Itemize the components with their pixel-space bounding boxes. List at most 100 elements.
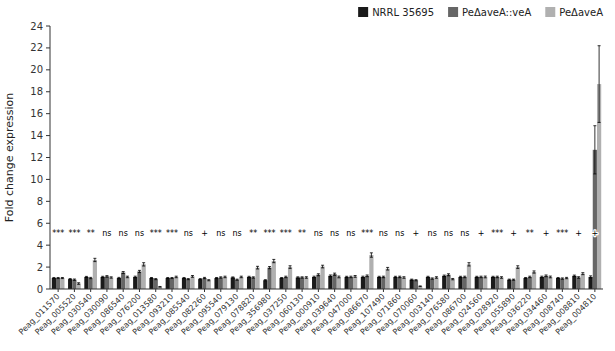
error-bar (484, 276, 487, 278)
x-tick (285, 289, 286, 292)
error-bar (419, 285, 422, 287)
error-bar (508, 279, 511, 280)
error-bar (565, 277, 568, 278)
x-tick (464, 289, 465, 292)
error-bar (561, 278, 564, 279)
bar (202, 278, 206, 289)
significance-label: *** (361, 229, 373, 238)
significance-label: *** (166, 229, 178, 238)
bar (564, 278, 568, 289)
error-bar (313, 276, 316, 278)
bar (121, 273, 125, 289)
bar (154, 279, 158, 289)
error-bar (240, 276, 243, 278)
x-tick (448, 289, 449, 292)
bar (434, 277, 438, 289)
x-tick (334, 289, 335, 292)
error-bar (573, 275, 576, 277)
significance-label: *** (68, 229, 80, 238)
significance-label: ns (119, 229, 128, 238)
error-bar (199, 279, 202, 280)
bar (239, 277, 243, 289)
bar (52, 278, 56, 289)
bar (386, 269, 390, 289)
bar (279, 278, 283, 289)
x-tick (578, 289, 579, 292)
bar (77, 284, 81, 289)
error-bar (540, 276, 543, 278)
y-tick-label: 20 (30, 64, 43, 75)
bar (365, 276, 369, 289)
bar (516, 267, 520, 289)
x-tick (58, 289, 59, 292)
x-tick (302, 289, 303, 292)
bar (446, 275, 450, 289)
y-tick-label: 24 (30, 21, 43, 32)
error-bar (105, 276, 108, 278)
y-tick-label: 18 (30, 86, 43, 97)
bar (190, 276, 194, 289)
bar (451, 279, 455, 289)
error-bar (85, 276, 88, 277)
significance-label: + (413, 229, 420, 238)
error-bar (549, 276, 552, 278)
bar (231, 277, 235, 289)
bar (60, 278, 64, 289)
error-bar (158, 286, 161, 288)
error-bar (512, 279, 515, 280)
error-bar (110, 277, 113, 278)
error-bar (414, 280, 417, 281)
y-tick (46, 289, 50, 290)
error-bar (435, 277, 438, 279)
x-tick (415, 289, 416, 292)
error-bar (122, 272, 125, 274)
error-bar (500, 277, 503, 279)
bar (463, 277, 467, 289)
error-bar (581, 273, 584, 275)
error-bar (219, 277, 222, 278)
error-bar (321, 265, 324, 268)
error-bar (166, 277, 169, 278)
bar (581, 274, 585, 289)
error-bar (69, 279, 72, 280)
significance-label: ns (135, 229, 144, 238)
bar (523, 278, 527, 289)
x-tick (220, 289, 221, 292)
significance-label: ns (184, 229, 193, 238)
x-tick (594, 289, 595, 292)
y-tick (46, 201, 50, 202)
bar (337, 277, 341, 289)
x-tick (188, 289, 189, 292)
significance-label: ns (232, 229, 241, 238)
error-bar (138, 270, 141, 272)
error-bar (61, 277, 64, 278)
error-bar (524, 277, 527, 278)
error-bar (224, 276, 227, 278)
y-tick (46, 179, 50, 180)
bar (377, 277, 381, 289)
bar (410, 280, 414, 289)
error-bar (236, 279, 239, 280)
y-tick (46, 113, 50, 114)
significance-label: *** (264, 229, 276, 238)
error-bar (410, 279, 413, 280)
significance-label: + (478, 229, 485, 238)
error-bar (272, 259, 275, 262)
significance-label: *** (280, 229, 292, 238)
significance-label: *** (556, 229, 568, 238)
y-tick (46, 26, 50, 27)
error-bar (528, 276, 531, 278)
bar (430, 279, 434, 289)
bar (499, 277, 503, 289)
error-bar (598, 46, 601, 123)
bar (247, 277, 251, 289)
annotations: ********nsnsns******ns+nsns**********nsn… (52, 229, 598, 238)
bar (223, 277, 227, 289)
significance-label: ns (102, 229, 111, 238)
error-bar (77, 283, 80, 285)
error-bar (459, 276, 462, 277)
error-bar (154, 279, 157, 280)
y-tick (46, 91, 50, 92)
bar (381, 277, 385, 289)
error-bar (57, 277, 60, 278)
